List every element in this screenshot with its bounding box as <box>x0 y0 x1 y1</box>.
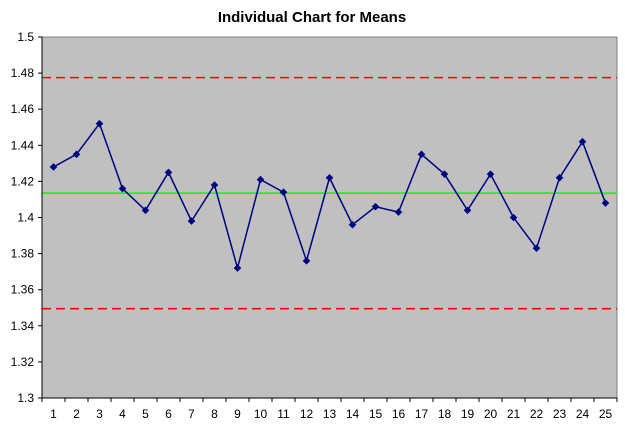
data-point <box>256 175 265 184</box>
data-point <box>555 173 564 182</box>
data-point <box>95 119 104 128</box>
x-tick-label: 17 <box>415 407 429 421</box>
data-point <box>463 206 472 215</box>
data-point <box>72 150 81 159</box>
data-point <box>302 257 311 265</box>
y-tick-label: 1.3 <box>17 391 34 405</box>
y-tick-label: 1.44 <box>11 138 35 152</box>
data-point <box>118 184 127 193</box>
data-point <box>164 168 173 177</box>
x-tick-label: 24 <box>576 407 590 421</box>
y-tick-label: 1.32 <box>11 355 35 369</box>
data-point <box>509 213 518 222</box>
x-tick-label: 13 <box>323 407 337 421</box>
y-tick-label: 1.34 <box>11 319 35 333</box>
y-tick-label: 1.38 <box>11 247 35 261</box>
data-point <box>348 220 357 229</box>
x-tick-label: 4 <box>119 407 126 421</box>
data-point <box>601 199 610 207</box>
x-tick-label: 5 <box>142 407 149 421</box>
control-lines <box>42 76 617 310</box>
x-tick-label: 14 <box>346 407 360 421</box>
x-tick-label: 23 <box>553 407 567 421</box>
y-tick-label: 1.46 <box>11 102 35 116</box>
x-tick-label: 10 <box>254 407 268 421</box>
y-tick-label: 1.42 <box>11 174 35 188</box>
data-point <box>141 206 150 215</box>
x-tick-label: 9 <box>234 407 241 421</box>
x-tick-label: 2 <box>73 407 80 421</box>
axes-layer: 1.3 1.32 1.34 1.36 1.38 1.4 1.42 1.44 1.46 1.48 1.… <box>11 30 618 421</box>
x-tick-label: 15 <box>369 407 383 421</box>
x-tick-label: 6 <box>165 407 172 421</box>
series-layer <box>49 119 610 272</box>
y-tick-label: 1.4 <box>17 211 34 225</box>
x-tick-label: 19 <box>461 407 475 421</box>
x-tick-label: 3 <box>96 407 103 421</box>
data-point <box>49 163 58 171</box>
data-point <box>578 137 587 146</box>
x-tick-label: 18 <box>438 407 452 421</box>
x-tick-label: 11 <box>277 407 290 421</box>
y-tick-label: 1.5 <box>17 30 34 44</box>
x-tick-label: 8 <box>211 407 218 421</box>
data-point <box>394 208 403 216</box>
x-tick-label: 22 <box>530 407 544 421</box>
x-tick-label: 7 <box>188 407 195 421</box>
data-point <box>440 170 449 178</box>
y-tick-label: 1.48 <box>11 66 35 80</box>
data-point <box>210 181 219 189</box>
y-tick-label: 1.36 <box>11 283 35 297</box>
x-tick-label: 16 <box>392 407 406 421</box>
x-tick-label: 21 <box>507 407 521 421</box>
data-point <box>233 264 242 272</box>
x-tick-label: 12 <box>300 407 314 421</box>
data-point <box>325 173 334 182</box>
chart-title: Individual Chart for Means <box>218 9 406 26</box>
plot-area <box>41 36 618 399</box>
data-point <box>279 188 288 197</box>
x-tick-label: 1 <box>50 407 57 421</box>
data-point <box>486 170 495 178</box>
data-point <box>532 244 541 252</box>
x-tick-label: 20 <box>484 407 498 421</box>
data-point <box>187 217 196 225</box>
data-point <box>371 202 380 211</box>
data-point <box>417 150 426 159</box>
x-tick-label: 25 <box>599 407 613 421</box>
